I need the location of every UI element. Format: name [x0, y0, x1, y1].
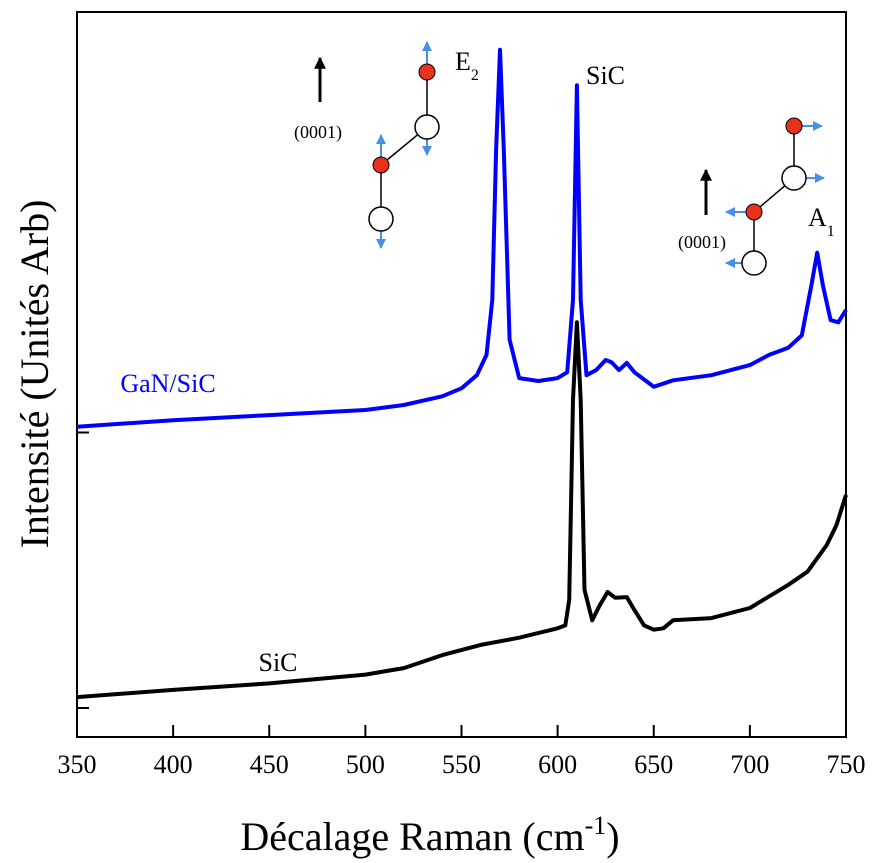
x-tick-label: 400 — [154, 750, 193, 779]
x-tick-label: 650 — [634, 750, 673, 779]
e2-mode-diagram — [314, 41, 440, 249]
x-axis-title-sup: -1 — [585, 811, 607, 840]
x-axis-title: Décalage Raman (cm-1) — [240, 811, 619, 859]
annotation-text: SiC — [586, 61, 625, 90]
x-tick-label: 600 — [538, 750, 577, 779]
annotation-sub: 2 — [471, 67, 479, 84]
series-label: SiC — [258, 648, 297, 677]
x-axis-title-close: ) — [606, 814, 619, 859]
annotation-text: (0001) — [294, 122, 342, 143]
x-tick-label: 750 — [827, 750, 866, 779]
annotation: A1 — [808, 203, 835, 240]
annotation-text: E — [455, 47, 471, 76]
annotation: (0001) — [294, 122, 342, 143]
x-tick-label: 550 — [442, 750, 481, 779]
x-tick-label: 350 — [58, 750, 97, 779]
a1-mode-diagram — [700, 117, 825, 276]
x-tick-label: 500 — [346, 750, 385, 779]
series-line — [76, 320, 848, 700]
annotation-text: (0001) — [678, 232, 726, 253]
y-axis-title: Intensité (Unités Arb) — [12, 200, 57, 549]
annotation: (0001) — [678, 232, 726, 253]
x-tick-label: 700 — [730, 750, 769, 779]
series-line — [76, 47, 848, 429]
annotation-sub: 1 — [827, 223, 835, 240]
x-axis-title-text: Décalage Raman (cm — [240, 814, 584, 859]
x-tick-label: 450 — [250, 750, 289, 779]
annotation: E2 — [455, 47, 479, 84]
annotation: SiC — [586, 61, 625, 90]
annotation-text: A — [808, 203, 827, 232]
series-label: GaN/SiC — [120, 369, 215, 398]
